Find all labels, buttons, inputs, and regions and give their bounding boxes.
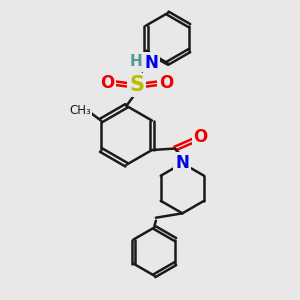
Text: N: N <box>145 54 158 72</box>
Text: O: O <box>159 74 173 92</box>
Text: N: N <box>176 154 189 172</box>
Text: O: O <box>100 74 114 92</box>
Text: H: H <box>130 54 142 69</box>
Text: O: O <box>194 128 208 146</box>
Text: CH₃: CH₃ <box>69 104 91 117</box>
Text: S: S <box>129 75 144 95</box>
